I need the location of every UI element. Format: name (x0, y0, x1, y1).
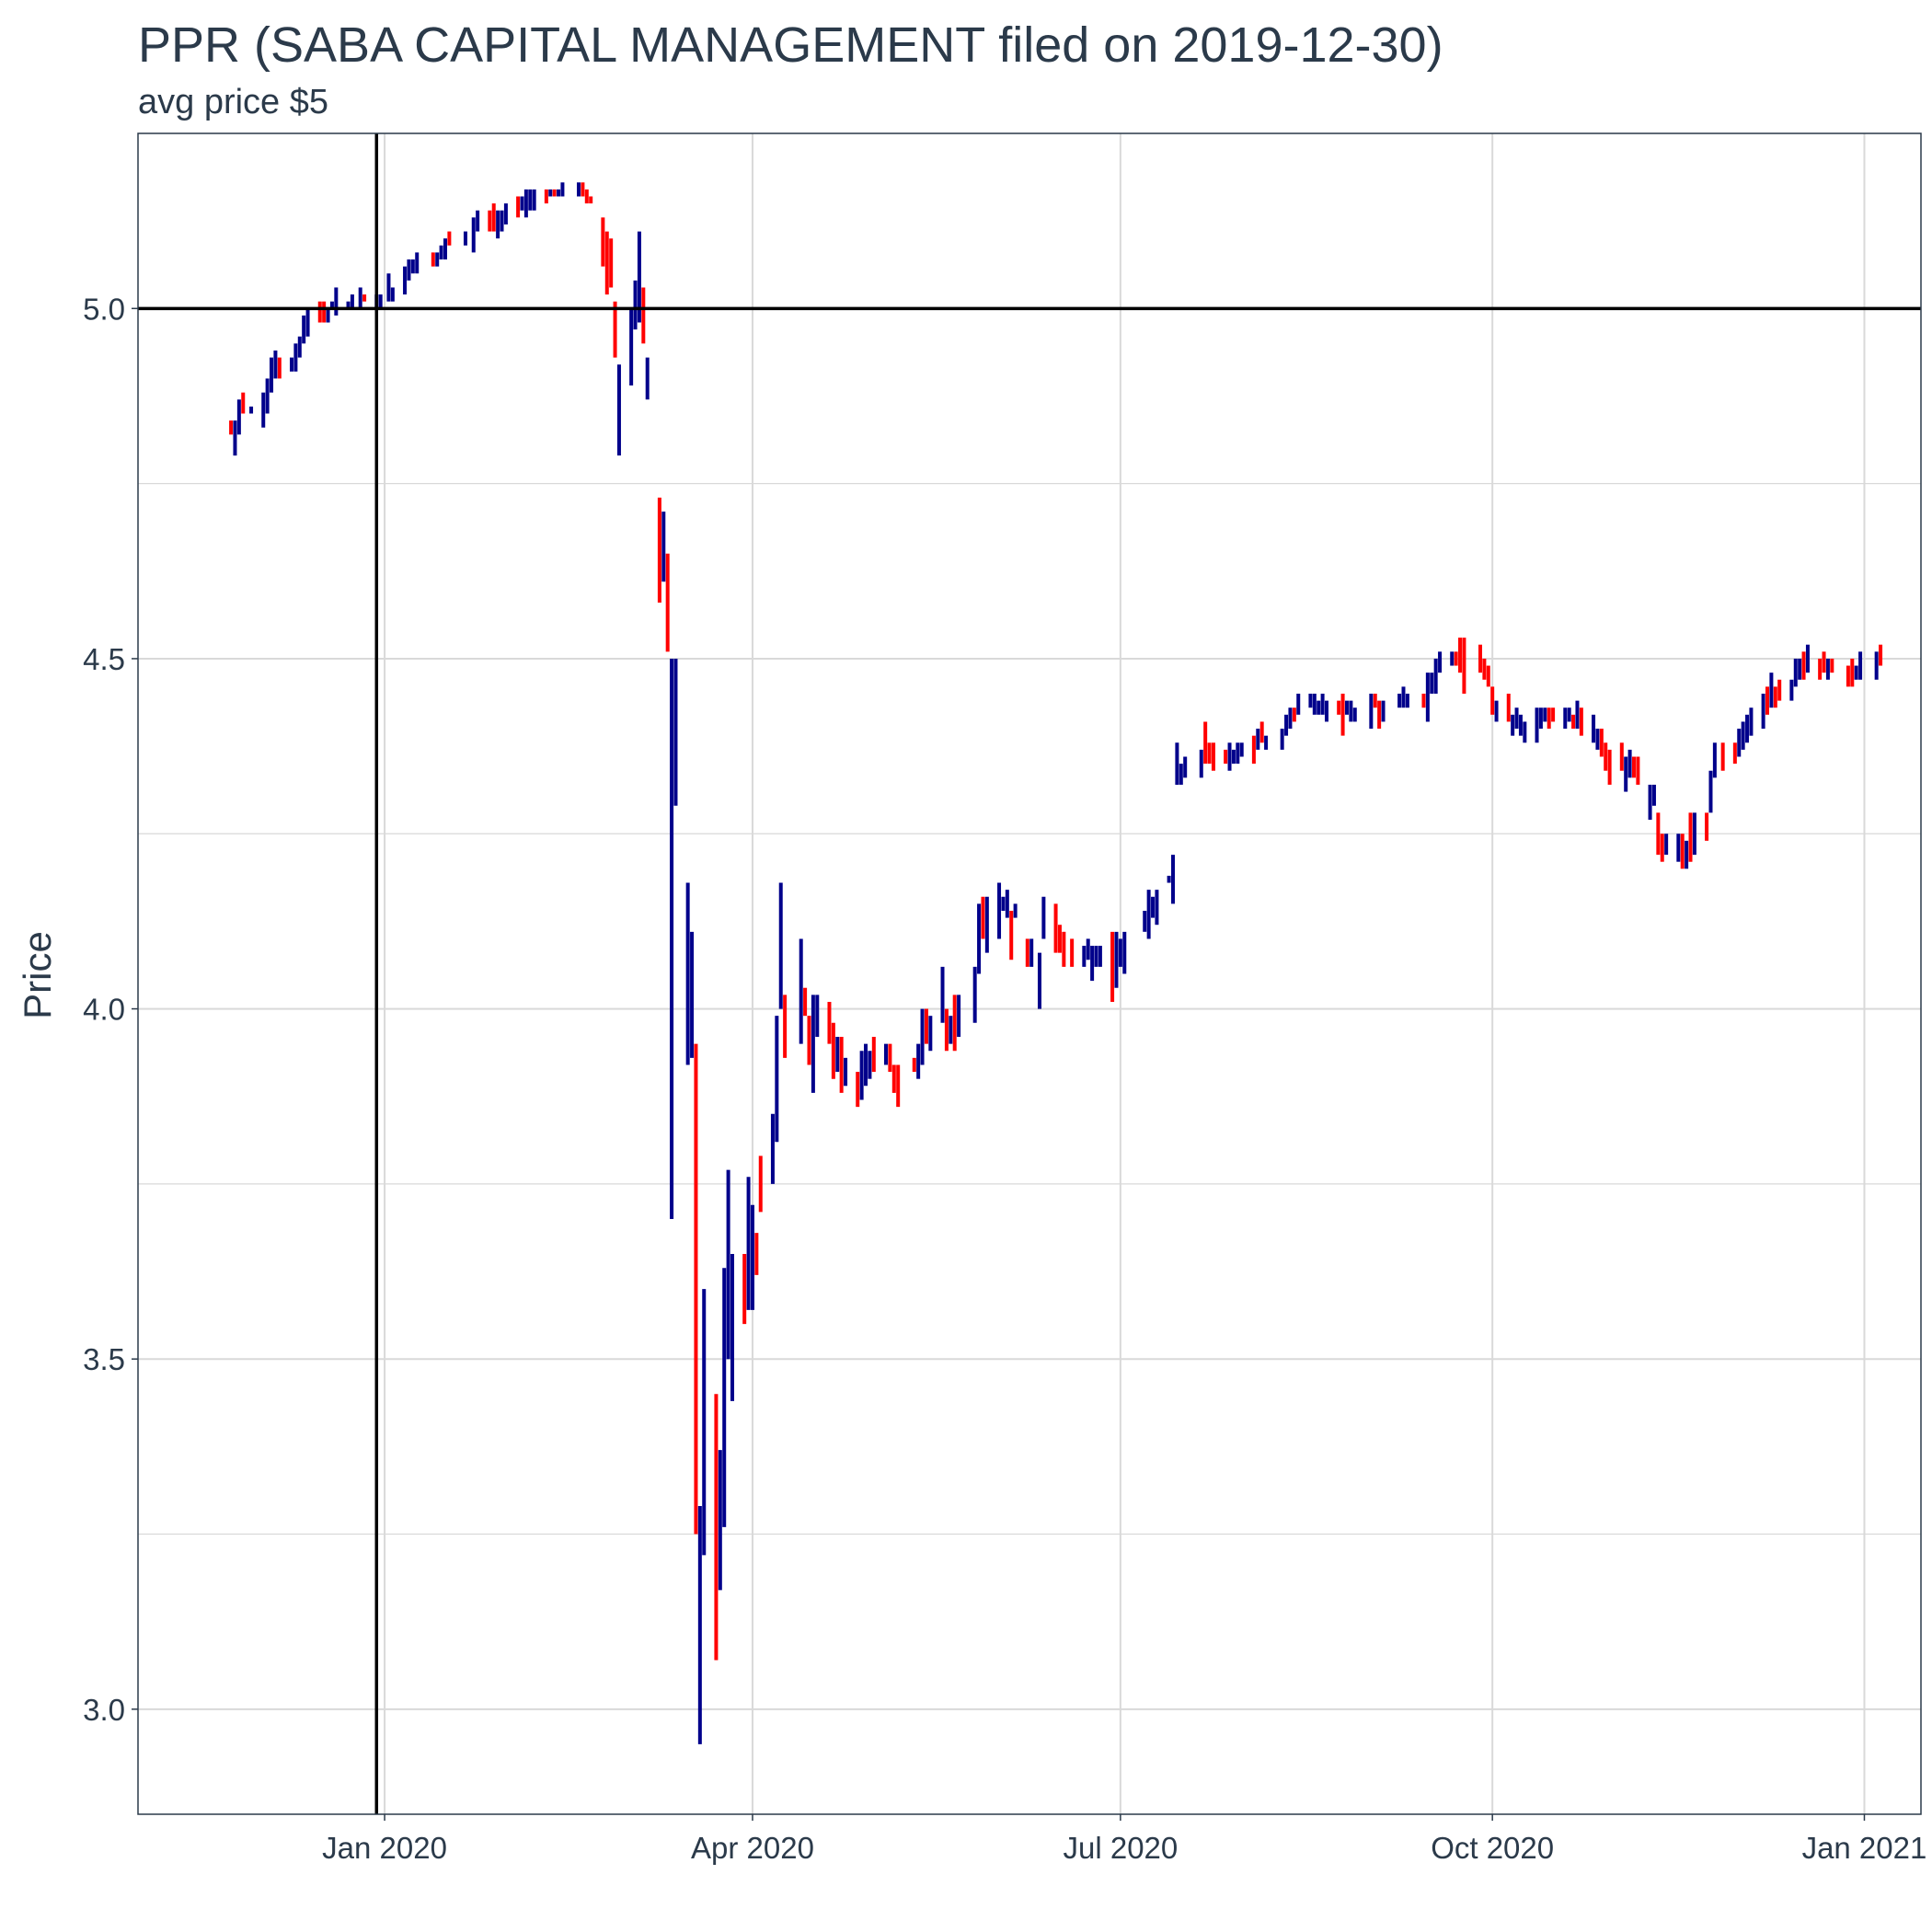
y-tick-label: 4.0 (83, 993, 125, 1027)
chart-subtitle: avg price $5 (138, 83, 329, 121)
y-axis-label: Price (16, 931, 59, 1019)
reference-lines (138, 133, 1921, 1814)
y-tick-label: 4.5 (83, 642, 125, 676)
x-axis-ticks: Jan 2020 Apr 2020 Jul 2020 Oct 2020 Jan 2021 (322, 1814, 1926, 1865)
x-tick-label: Jan 2021 (1802, 1831, 1927, 1865)
plot-border (137, 132, 1922, 1815)
x-tick-label: Apr 2020 (691, 1831, 814, 1865)
chart-title: PPR (SABA CAPITAL MANAGEMENT filed on 20… (138, 17, 1443, 73)
y-tick-label: 3.0 (83, 1693, 125, 1727)
y-axis-ticks: 3.0 3.5 4.0 4.5 5.0 (83, 292, 138, 1727)
price-bars (229, 182, 1883, 1744)
x-tick-label: Oct 2020 (1431, 1831, 1554, 1865)
y-tick-label: 3.5 (83, 1342, 125, 1376)
grid-lines (138, 132, 1921, 1814)
x-tick-label: Jul 2020 (1063, 1831, 1178, 1865)
y-tick-label: 5.0 (83, 292, 125, 326)
x-tick-label: Jan 2020 (322, 1831, 447, 1865)
